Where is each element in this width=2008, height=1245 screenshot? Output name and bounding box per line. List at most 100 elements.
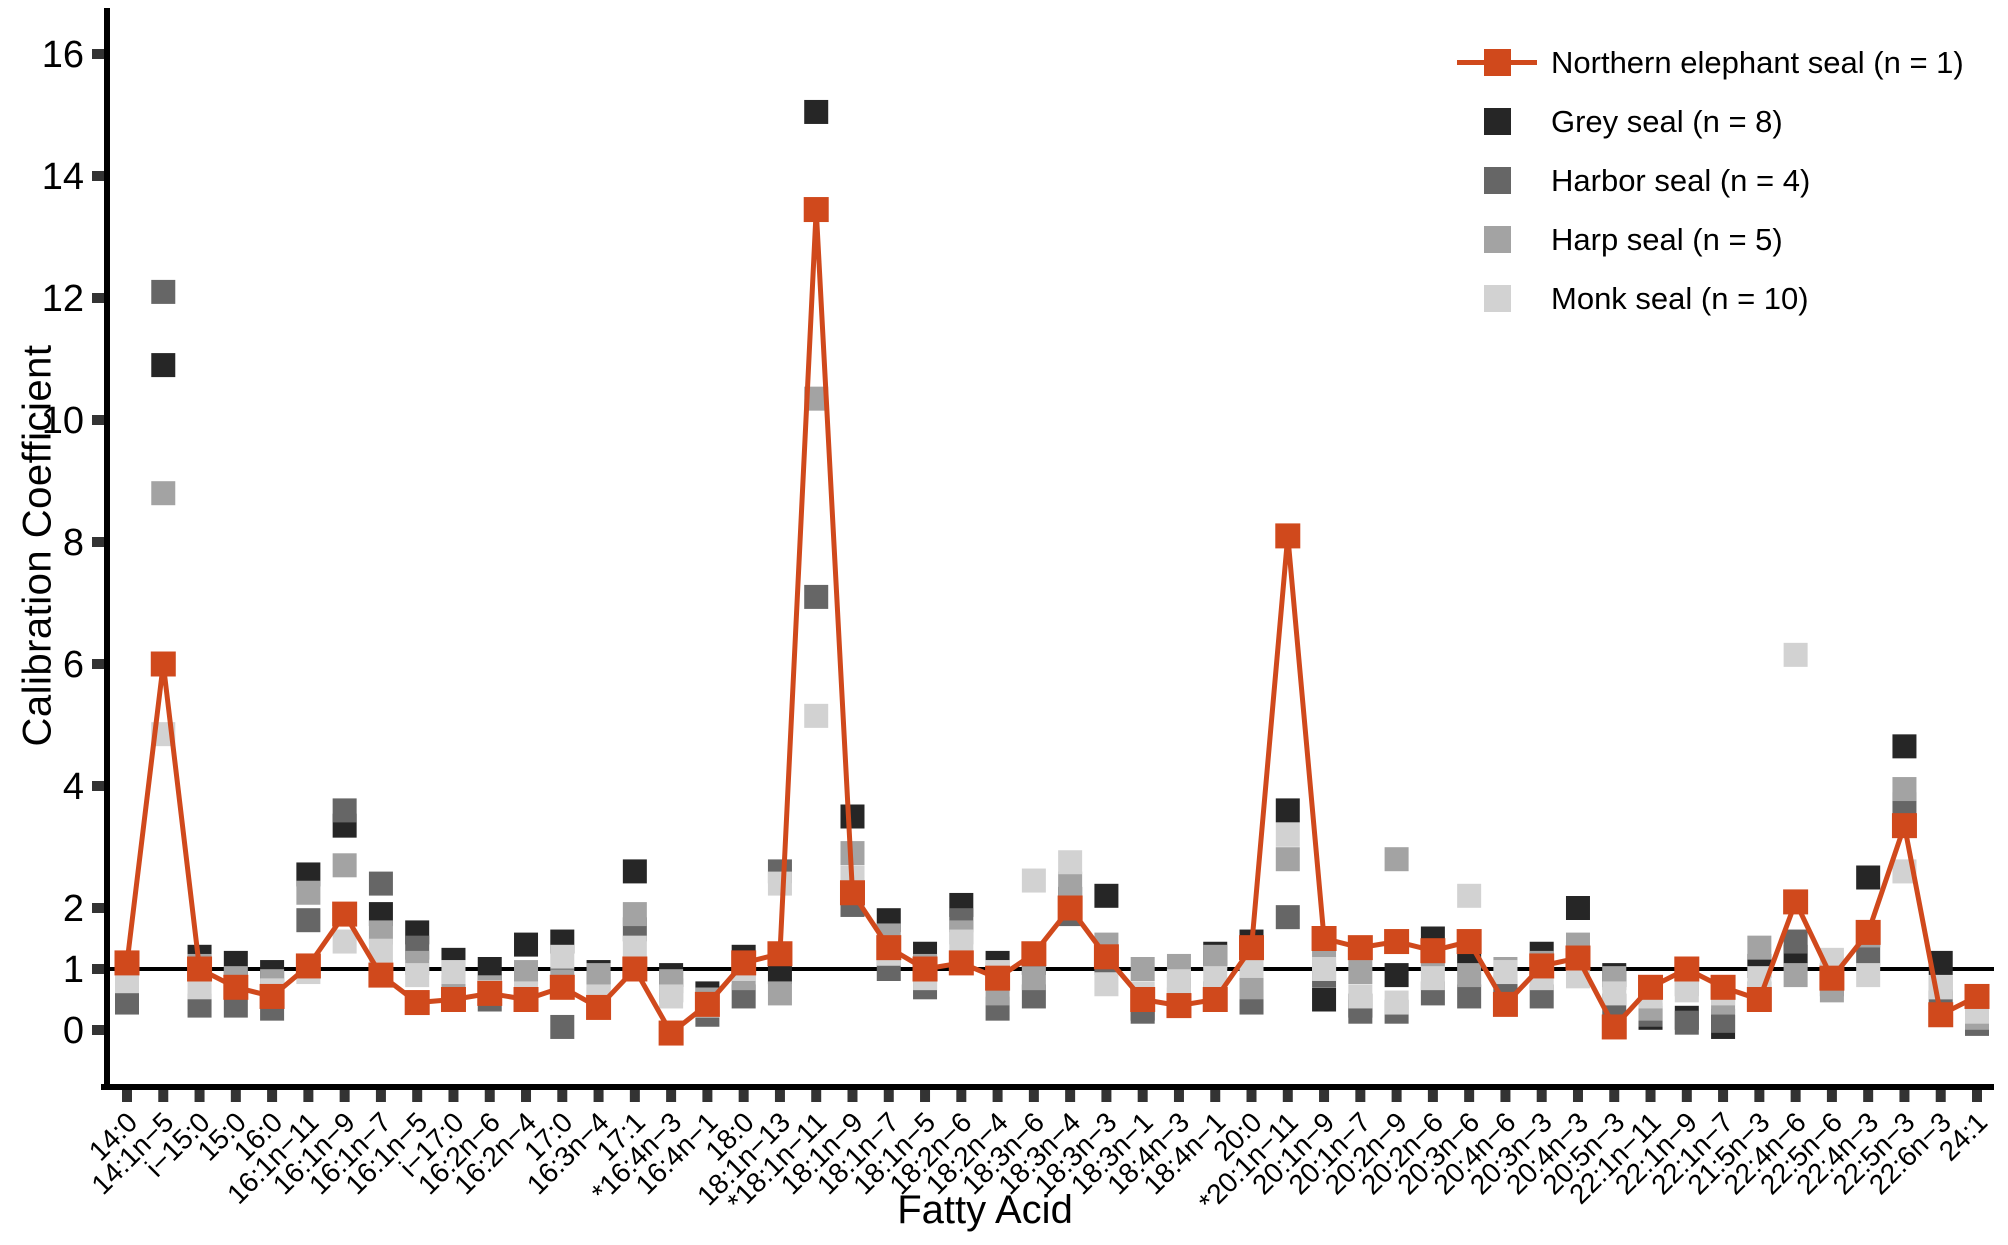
x-tick [122, 1090, 132, 1102]
legend-item: Grey seal (n = 8) [1457, 104, 1964, 139]
y-tick [92, 964, 104, 974]
x-axis-line [101, 1084, 1994, 1090]
data-point-monk [1856, 963, 1881, 988]
x-tick [1355, 1090, 1366, 1102]
y-tick-label: 1 [63, 949, 84, 991]
y-tick-label: 16 [42, 34, 84, 76]
data-point-monk [441, 960, 466, 985]
data-point-harp [1747, 935, 1772, 960]
legend-item: Monk seal (n = 10) [1457, 281, 1964, 316]
data-point-grey [622, 859, 647, 884]
y-tick-label: 10 [42, 400, 84, 442]
data-point-grey [1856, 865, 1881, 890]
data-point-harp [1021, 966, 1046, 991]
data-point-elephant [150, 651, 176, 677]
y-tick-label: 0 [63, 1010, 84, 1052]
data-point-elephant [1347, 935, 1373, 961]
x-tick [1319, 1090, 1330, 1102]
x-tick [956, 1090, 967, 1102]
x-tick [1282, 1090, 1293, 1102]
legend: Northern elephant seal (n = 1) Grey seal … [1457, 45, 1964, 344]
data-point-monk [1021, 868, 1046, 893]
data-point-monk [767, 871, 792, 896]
x-tick [484, 1090, 495, 1102]
data-point-harbor [368, 871, 393, 896]
x-axis-title: Fatty Acid [897, 1188, 1073, 1232]
x-tick [1754, 1090, 1765, 1102]
x-tick [629, 1090, 640, 1102]
x-tick [1681, 1090, 1692, 1102]
x-tick [811, 1090, 822, 1102]
data-point-elephant [948, 950, 974, 976]
legend-item: Northern elephant seal (n = 1) [1457, 45, 1964, 80]
data-point-monk [332, 929, 357, 954]
y-tick [92, 1025, 104, 1035]
data-point-elephant [1021, 941, 1047, 967]
y-tick [92, 659, 104, 669]
data-point-elephant [477, 980, 503, 1006]
legend-label: Northern elephant seal (n = 1) [1551, 44, 1964, 80]
data-point-elephant [1638, 974, 1664, 1000]
data-point-elephant [985, 965, 1011, 991]
data-point-harbor [1457, 984, 1482, 1009]
data-point-elephant [1311, 926, 1337, 951]
x-tick [1028, 1090, 1039, 1102]
x-tick [774, 1090, 785, 1102]
data-point-harp [1275, 847, 1300, 872]
data-point-elephant [1710, 974, 1736, 1000]
data-point-grey [1892, 734, 1917, 759]
x-tick [230, 1090, 241, 1102]
data-point-monk [1674, 978, 1699, 1003]
data-point-elephant [259, 983, 285, 1009]
data-point-harp [332, 853, 357, 878]
x-tick [847, 1090, 858, 1102]
data-point-grey [804, 99, 829, 124]
y-tick [92, 903, 104, 913]
data-point-elephant [368, 962, 394, 988]
legend-label: Harp seal (n = 5) [1551, 221, 1783, 257]
data-point-monk [1166, 969, 1191, 994]
data-point-harp [514, 960, 539, 985]
data-point-harp [767, 981, 792, 1006]
x-tick [557, 1090, 568, 1102]
y-tick-label: 8 [63, 522, 84, 564]
data-point-monk [1384, 990, 1409, 1015]
data-point-harp [1384, 847, 1409, 872]
data-point-monk [659, 984, 684, 1009]
data-point-elephant [1166, 993, 1192, 1019]
x-tick [448, 1090, 459, 1102]
data-point-harp [151, 481, 176, 506]
y-tick-label: 6 [63, 644, 84, 686]
x-tick [593, 1090, 604, 1102]
data-point-harp [1783, 963, 1808, 988]
data-point-elephant [404, 990, 430, 1016]
elephant-seal-line [124, 209, 1979, 1037]
data-point-elephant [1057, 895, 1083, 921]
data-point-elephant [803, 197, 829, 223]
data-point-elephant [187, 956, 213, 982]
data-point-elephant [1928, 1002, 1954, 1028]
data-point-monk [1058, 850, 1083, 875]
legend-marker-icon [1457, 108, 1537, 135]
legend-marker-icon [1457, 167, 1537, 194]
data-point-harbor [1674, 1010, 1699, 1035]
x-tick [1536, 1090, 1547, 1102]
legend-marker-icon [1457, 226, 1537, 253]
data-point-elephant [549, 974, 575, 1000]
legend-label: Monk seal (n = 10) [1551, 280, 1809, 316]
x-tick [1427, 1090, 1438, 1102]
x-tick [1718, 1090, 1729, 1102]
data-point-grey [1275, 798, 1300, 823]
x-tick [1972, 1090, 1982, 1102]
data-point-harbor [332, 798, 357, 823]
data-point-elephant [223, 974, 249, 1000]
data-point-elephant [876, 935, 902, 961]
data-point-elephant [1420, 938, 1446, 964]
y-axis-title: Calibration Coefficient [15, 344, 60, 747]
x-tick [1246, 1090, 1257, 1102]
data-point-grey [1565, 896, 1590, 920]
x-tick [1500, 1090, 1511, 1102]
data-point-harp [1892, 777, 1917, 802]
y-tick-label: 4 [63, 766, 84, 808]
x-tick [1137, 1090, 1148, 1102]
